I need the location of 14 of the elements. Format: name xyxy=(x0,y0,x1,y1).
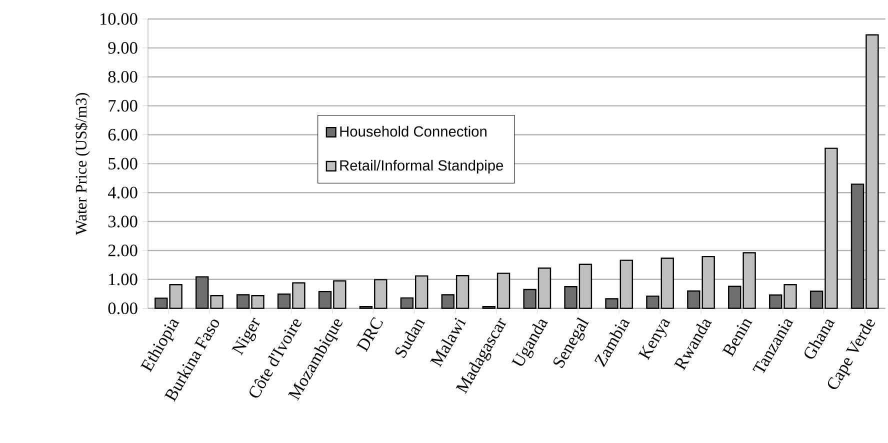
y-tick-label: 0.00 xyxy=(108,302,138,314)
y-tick-label: 5.00 xyxy=(108,158,138,170)
y-axis-title: Water Price (US$/m3) xyxy=(74,93,90,235)
y-tick-label: 7.00 xyxy=(108,100,138,112)
y-tick-label: 2.00 xyxy=(108,244,138,256)
y-tick-label: 9.00 xyxy=(108,42,138,54)
y-tick-label: 8.00 xyxy=(108,70,138,83)
y-tick-label: 3.00 xyxy=(108,216,138,228)
y-tick-label: 4.00 xyxy=(108,186,138,198)
y-tick-label: 6.00 xyxy=(108,128,138,141)
legend-label: Retail/Informal Standpipe xyxy=(340,160,504,174)
y-tick-label: 10.00 xyxy=(100,13,138,25)
y-tick-label: 1.00 xyxy=(109,274,138,286)
legend-label: Household Connection xyxy=(340,126,486,137)
